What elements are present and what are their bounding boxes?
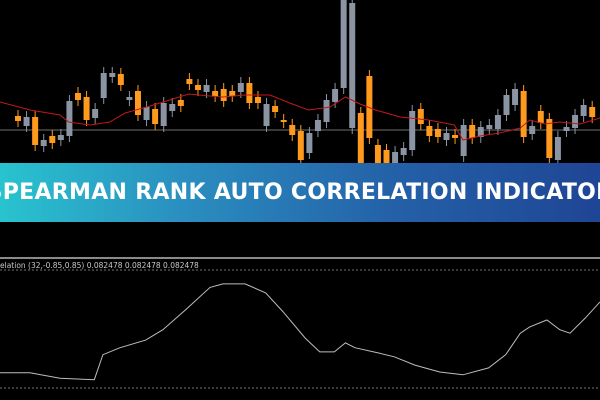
spearman-correlation-line: [0, 283, 600, 381]
candle-body: [203, 85, 210, 92]
candle-body: [117, 74, 124, 85]
candle-body: [314, 120, 321, 131]
moving-average-line: [0, 93, 600, 141]
candle-body: [572, 115, 579, 128]
candle-body: [357, 113, 364, 163]
candle-body: [92, 109, 99, 118]
candle-body: [529, 126, 536, 134]
candle-body: [49, 136, 56, 143]
candle-body: [409, 111, 416, 150]
title-banner: SPEARMAN RANK AUTO CORRELATION INDICATOR: [0, 163, 600, 222]
candle-body: [254, 97, 261, 103]
candle-body: [512, 89, 519, 105]
candle-body: [469, 125, 476, 138]
candle-body: [332, 89, 339, 102]
candle-body: [537, 111, 544, 123]
candle-body: [66, 101, 73, 136]
candle-body: [340, 0, 347, 88]
candle-body: [520, 91, 527, 137]
candle-body: [452, 135, 459, 138]
candle-body: [374, 145, 381, 163]
candle-body: [246, 83, 253, 103]
candle-body: [297, 131, 304, 160]
banner-title: SPEARMAN RANK AUTO CORRELATION INDICATOR: [0, 180, 600, 205]
candle-body: [443, 133, 450, 140]
candle-body: [400, 148, 407, 155]
candle-body: [126, 97, 133, 100]
candle-body: [426, 126, 433, 136]
candle-body: [186, 79, 193, 84]
candle-body: [477, 127, 484, 137]
candle-body: [237, 83, 244, 92]
candle-body: [546, 119, 553, 158]
candle-body: [212, 91, 219, 96]
candle-body: [383, 150, 390, 163]
candle-body: [554, 137, 561, 160]
candle-body: [417, 109, 424, 124]
candle-body: [280, 120, 287, 122]
candle-body: [169, 104, 176, 111]
candle-body: [152, 109, 159, 124]
candle-body: [349, 3, 356, 128]
candle-body: [109, 73, 116, 77]
candle-body: [263, 104, 270, 126]
candle-body: [194, 85, 201, 90]
candle-body: [143, 107, 150, 120]
price-chart: [0, 0, 600, 169]
indicator-label: elation (32,-0.85,0.85) 0.082478 0.08247…: [0, 261, 199, 270]
candle-body: [306, 133, 313, 153]
candle-body: [160, 103, 167, 126]
candle-body: [134, 91, 141, 115]
candle-body: [486, 125, 493, 129]
candle-body: [589, 107, 596, 117]
candle-body: [366, 76, 373, 138]
candle-body: [57, 135, 64, 140]
candle-body: [494, 115, 501, 129]
candle-body: [220, 89, 227, 101]
candle-body: [323, 100, 330, 122]
candle-body: [100, 73, 107, 98]
candle-body: [32, 117, 39, 145]
candle-body: [580, 105, 587, 116]
candle-body: [392, 152, 399, 163]
candle-body: [503, 95, 510, 115]
candle-body: [15, 116, 21, 121]
candle-body: [434, 129, 441, 137]
candle-body: [289, 125, 296, 135]
candle-body: [272, 106, 279, 112]
candle-body: [229, 91, 236, 96]
candle-body: [460, 125, 467, 156]
candle-body: [23, 117, 30, 126]
candle-body: [83, 97, 90, 120]
candle-body: [563, 127, 570, 131]
candle-body: [40, 140, 47, 146]
candle-body: [177, 100, 184, 106]
candle-body: [74, 93, 81, 100]
